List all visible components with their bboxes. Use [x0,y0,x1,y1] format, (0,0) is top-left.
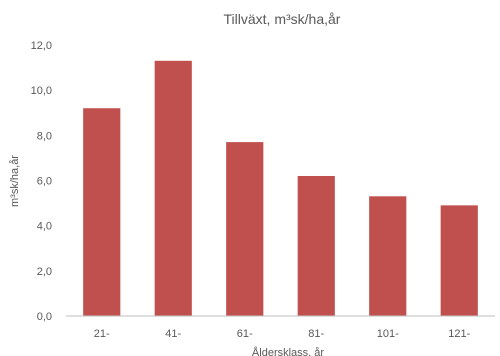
chart-title: Tillväxt, m³sk/ha,år [224,11,341,27]
x-tick-label: 61- [237,328,253,340]
bar-61 [226,142,264,316]
y-tick-label: 0,0 [37,311,52,323]
y-tick-label: 4,0 [37,221,52,233]
x-tick-label: 21- [94,328,110,340]
bar-41 [154,60,192,316]
x-tick-label: 81- [308,328,324,340]
x-tick-label: 121- [448,328,470,340]
y-tick-label: 2,0 [37,266,52,278]
bar-21 [83,108,121,316]
bar-121 [440,205,478,316]
x-axis-title: Åldersklass, år [252,346,324,356]
bar-101 [369,196,407,316]
x-tick-label: 101- [377,328,399,340]
y-axis-title: m³sk/ha,år [9,155,21,207]
y-tick-label: 10,0 [31,85,52,97]
x-tick-label: 41- [165,328,181,340]
y-tick-label: 8,0 [37,130,52,142]
y-tick-label: 6,0 [37,176,52,188]
y-tick-label: 12,0 [31,40,52,52]
bar-81 [297,175,335,316]
